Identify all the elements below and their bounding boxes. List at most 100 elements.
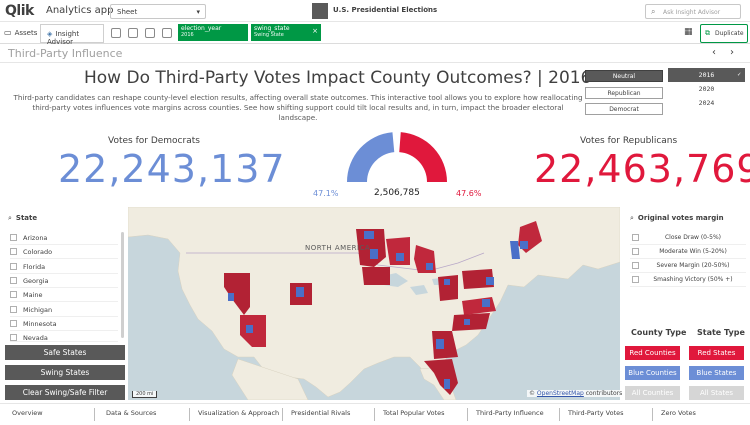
assets-button[interactable]: ▭ Assets [4,28,37,37]
vote-share-gauge [347,132,447,182]
margin-label: Close Draw (0-5%) [664,234,721,241]
state-iowa [362,267,390,285]
state-colorado-blue [296,287,304,297]
state-nevada [224,273,250,315]
search-icon: ⌕ [651,7,656,16]
state-ohio [438,275,458,301]
state-item[interactable]: Maine [10,288,118,302]
margin-item[interactable]: Severe Margin (20-50%) [630,259,746,273]
scrollbar[interactable] [121,232,124,338]
insight-search-input[interactable]: ⌕ Ask Insight Advisor [645,4,741,19]
more-options-icon[interactable]: ··· [421,4,430,14]
state-filter-header[interactable]: ⌕ State [8,214,37,223]
step-back-icon[interactable] [128,28,138,38]
all-counties-button[interactable]: All Counties [625,386,680,400]
chip-value: Swing State [254,32,284,38]
state-virginia-blue [482,299,490,307]
clear-swing-safe-filter-button[interactable]: Clear Swing/Safe Filter [5,385,125,400]
tab-overview[interactable]: Overview [12,409,43,417]
checkbox[interactable] [632,234,639,241]
year-item-2016[interactable]: 2016 ✓ [668,68,745,82]
close-icon[interactable]: × [312,27,318,35]
blue-states-button[interactable]: Blue States [689,366,744,380]
checkbox[interactable] [10,291,17,298]
sheet-title: Third-Party Influence [8,47,123,60]
land-north-america [128,207,620,398]
insight-advisor-button[interactable]: ◈ Insight Advisor [40,24,104,46]
year-item-2020[interactable]: 2020 [668,82,745,96]
tab-visualization-approach[interactable]: Visualization & Approach [198,409,280,417]
tab-separator [189,408,190,421]
swing-states-button[interactable]: Swing States [5,365,125,380]
third-party-votes: 2,506,785 [374,188,420,198]
assets-icon: ▭ [4,28,12,37]
map-region-label: NORTH AMERICA [305,244,371,252]
next-sheet-icon[interactable]: › [730,47,734,58]
selection-chip-swing-state[interactable]: swing_state Swing State × [251,24,321,41]
tab-total-popular-votes[interactable]: Total Popular Votes [383,409,445,417]
tab-separator [282,408,283,421]
red-states-button[interactable]: Red States [689,346,744,360]
checkbox[interactable] [10,334,17,341]
year-label: 2020 [698,85,715,93]
party-button-neutral[interactable]: Neutral [585,70,663,82]
state-item[interactable]: Florida [10,260,118,274]
divider [0,62,750,63]
checkbox[interactable] [10,306,17,313]
state-item[interactable]: Nevada [10,331,118,342]
tab-separator [467,408,468,421]
openstreetmap-link[interactable]: OpenStreetMap [536,390,584,397]
state-arizona-blue [246,325,253,333]
state-label: Michigan [23,306,53,314]
checkbox[interactable] [632,276,639,283]
red-counties-button[interactable]: Red Counties [625,346,680,360]
state-item[interactable]: Minnesota [10,317,118,331]
checkbox[interactable] [632,248,639,255]
margin-item[interactable]: Close Draw (0-5%) [630,231,746,245]
tab-data-sources[interactable]: Data & Sources [106,409,157,417]
page-description: Third-party candidates can reshape count… [13,93,583,122]
checkbox[interactable] [10,263,17,270]
state-item[interactable]: Arizona [10,231,118,245]
sheet-selector-label: Sheet [117,8,138,16]
tab-third-party-influence[interactable]: Third-Party Influence [476,409,544,417]
selection-chip-election-year[interactable]: election_year 2016 [178,24,248,41]
duplicate-button[interactable]: ⧉ Duplicate [700,24,748,43]
margin-filter-header[interactable]: ⌕ Original votes margin [630,214,724,223]
app-title: Analytics app [46,5,114,16]
state-type-header: State Type [697,328,745,337]
margin-item[interactable]: Smashing Victory (50% +) [630,273,746,287]
selections-tool-icon[interactable] [111,28,121,38]
grid-icon[interactable]: ▦ [684,27,693,37]
chip-value: 2016 [181,32,194,38]
checkbox[interactable] [10,320,17,327]
checkbox[interactable] [632,262,639,269]
year-item-2024[interactable]: 2024 [668,96,745,110]
party-button-democrat[interactable]: Democrat [585,103,663,115]
step-forward-icon[interactable] [145,28,155,38]
year-label: 2024 [698,99,715,107]
checkbox[interactable] [10,234,17,241]
state-item[interactable]: Colorado [10,245,118,259]
all-states-button[interactable]: All States [689,386,744,400]
checkbox[interactable] [10,277,17,284]
tab-presidential-rivals[interactable]: Presidential Rivals [291,409,351,417]
party-button-republican[interactable]: Republican [585,87,663,99]
state-item[interactable]: Michigan [10,303,118,317]
state-maine-blue [520,241,528,249]
blue-counties-button[interactable]: Blue Counties [625,366,680,380]
state-item[interactable]: Georgia [10,274,118,288]
assets-label: Assets [14,29,38,37]
previous-sheet-icon[interactable]: ‹ [712,47,716,58]
checkbox[interactable] [10,248,17,255]
qlik-logo[interactable]: Qlik [5,3,34,19]
tab-third-party-votes[interactable]: Third-Party Votes [568,409,624,417]
county-map[interactable] [128,207,620,400]
gauge-dem-arc [347,132,395,182]
margin-item[interactable]: Moderate Win (5-20%) [630,245,746,259]
clear-selections-icon[interactable] [162,28,172,38]
sheet-selector[interactable]: Sheet ▾ [110,4,206,19]
safe-states-button[interactable]: Safe States [5,345,125,360]
state-north-carolina-blue [464,319,470,325]
tab-zero-votes[interactable]: Zero Votes [661,409,696,417]
